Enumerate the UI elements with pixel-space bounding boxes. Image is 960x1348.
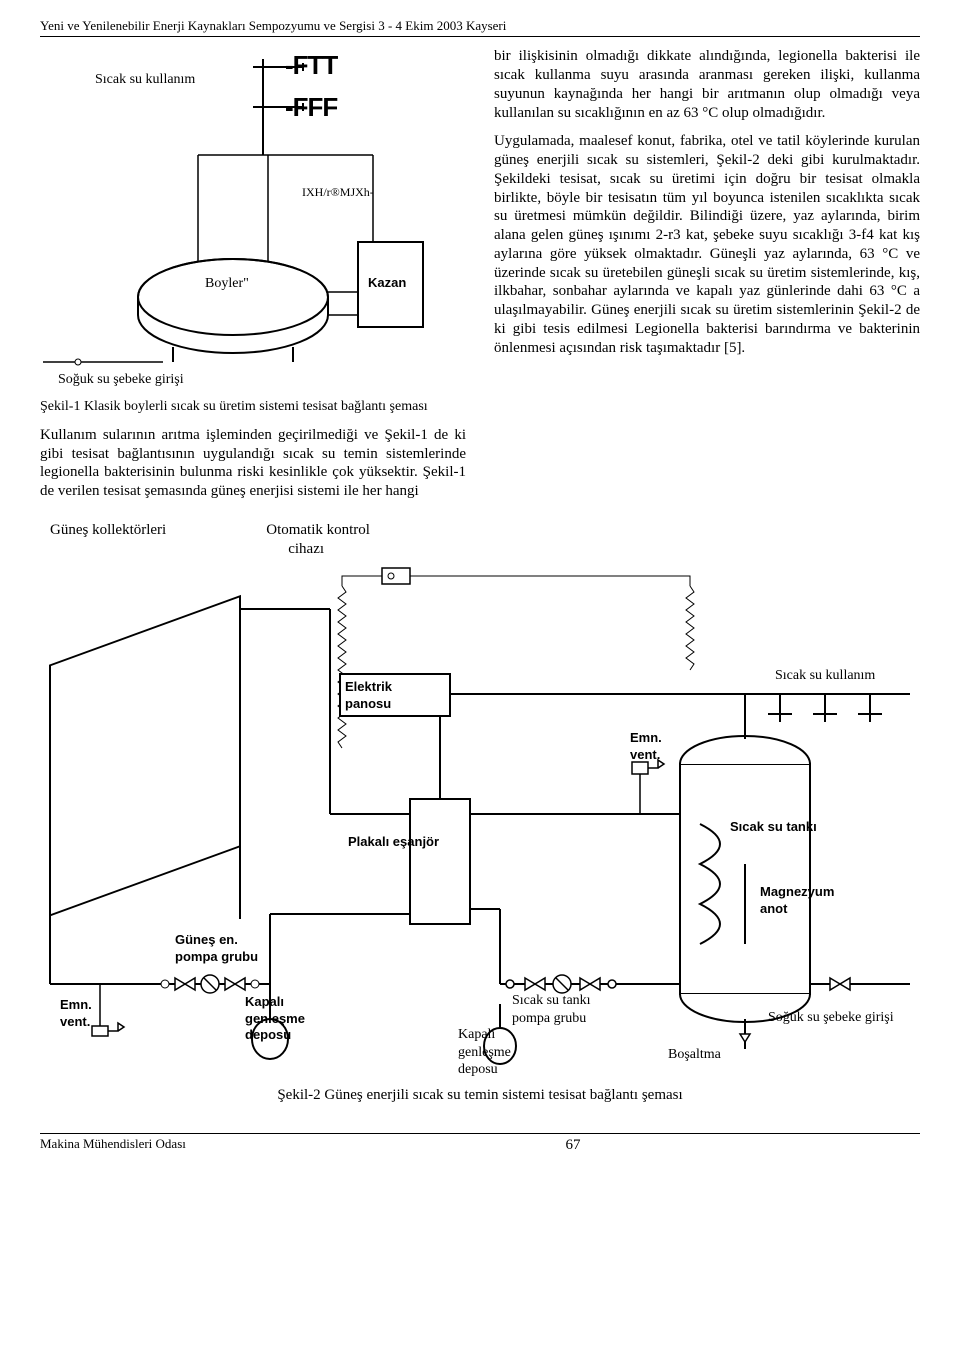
page-header: Yeni ve Yenilenebilir Enerji Kaynakları … xyxy=(40,18,920,37)
figure-2-caption: Şekil-2 Güneş enerjili sıcak su temin si… xyxy=(40,1086,920,1105)
right-paragraph-2: Uygulamada, maalesef konut, fabrika, ote… xyxy=(494,132,920,357)
figure-1: -FTT Sıcak su kullanım -FFF IXH/r®MJXh- … xyxy=(40,47,466,392)
soguk-label: Soğuk su şebeke girişi xyxy=(768,1009,894,1027)
kapali-2-label: Kapalı genleşme deposu xyxy=(458,1026,511,1079)
hot-use-label: Sıcak su kullanım xyxy=(95,71,195,89)
right-paragraph-1: bir ilişkisinin olmadığı dikkate alındığ… xyxy=(494,47,920,122)
fff-label: -FFF xyxy=(285,91,337,124)
figure-1-caption: Şekil-1 Klasik boylerli sıcak su üretim … xyxy=(40,398,466,416)
control-label-line2: cihazı xyxy=(266,541,324,557)
page-footer: Makina Mühendisleri Odası 67 xyxy=(40,1133,920,1155)
control-label-line1: Otomatik kontrol xyxy=(266,522,370,538)
magnezyum-label: Magnezyum anot xyxy=(760,884,834,917)
kazan-label: Kazan xyxy=(368,275,406,291)
emn-vent-label: Emn. vent. xyxy=(60,997,92,1030)
page-number: 67 xyxy=(565,1136,580,1155)
gunes-pompa-label: Güneş en. pompa grubu xyxy=(175,932,258,965)
right-column: bir ilişkisinin olmadığı dikkate alındığ… xyxy=(494,47,920,511)
left-paragraph-1: Kullanım sularının arıtma işleminden geç… xyxy=(40,426,466,501)
upper-two-column: -FTT Sıcak su kullanım -FFF IXH/r®MJXh- … xyxy=(40,47,920,511)
figure-2: Elektrik panosu Sıcak su kullanım Emn. v… xyxy=(40,564,920,1074)
hot-use-label-2: Sıcak su kullanım xyxy=(775,667,875,685)
control-label: Otomatik kontrol cihazı xyxy=(266,521,370,559)
cold-inlet-label: Soğuk su şebeke girişi xyxy=(58,371,184,389)
emn-vent-2-label: Emn. vent. xyxy=(630,730,662,763)
footer-left: Makina Mühendisleri Odası xyxy=(40,1136,186,1155)
sicak-pompa-label: Sıcak su tankı pompa grubu xyxy=(512,992,591,1027)
elektrik-label: Elektrik panosu xyxy=(345,679,392,712)
sicak-tanki-label: Sıcak su tankı xyxy=(730,819,817,835)
collector-label: Güneş kollektörleri xyxy=(50,521,166,559)
ftt-top-label: -FTT xyxy=(285,49,337,82)
left-column: -FTT Sıcak su kullanım -FFF IXH/r®MJXh- … xyxy=(40,47,466,511)
kapali-label: Kapalı genleşme deposu xyxy=(245,994,305,1043)
boiler-label: Boyler" xyxy=(205,275,249,293)
mid-labels-row: Güneş kollektörleri Otomatik kontrol cih… xyxy=(50,521,920,559)
mjxh-label: IXH/r®MJXh- xyxy=(302,185,374,200)
bosaltma-label: Boşaltma xyxy=(668,1046,721,1064)
plakali-label: Plakalı eşanjör xyxy=(348,834,439,850)
